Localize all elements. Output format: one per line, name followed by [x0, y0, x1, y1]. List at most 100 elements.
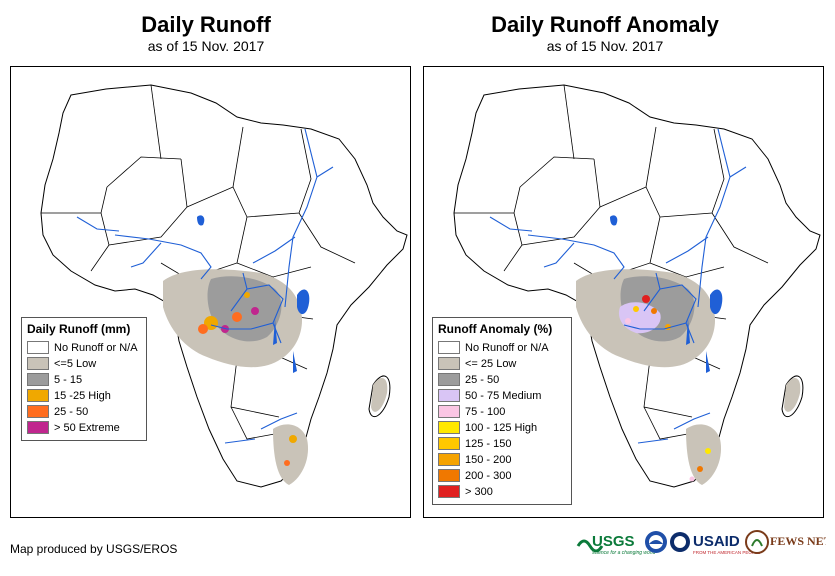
legend-label: 150 - 200	[465, 453, 512, 466]
river	[272, 322, 282, 344]
river	[729, 166, 747, 178]
river	[76, 216, 120, 232]
legend-label: No Runoff or N/A	[54, 341, 138, 354]
lake-malawi	[706, 351, 710, 373]
legend-item: 125 - 150	[438, 436, 566, 451]
lake-chad	[197, 215, 205, 226]
river-network	[76, 128, 334, 444]
river	[697, 128, 731, 308]
runoff-overlay	[163, 269, 388, 485]
legend-label: 5 - 15	[54, 373, 83, 386]
africa-runoff-map	[40, 84, 408, 488]
river	[665, 236, 709, 264]
legend-swatch	[438, 469, 460, 482]
country-border	[106, 156, 182, 188]
legend-label: No Runoff or N/A	[465, 341, 549, 354]
right-legend-title: Runoff Anomaly (%)	[438, 322, 553, 336]
river	[316, 166, 334, 178]
river	[284, 128, 318, 308]
legend-swatch	[438, 485, 460, 498]
legend-swatch	[438, 357, 460, 370]
legend-swatch	[27, 357, 49, 370]
river	[252, 236, 296, 264]
anomaly-overlay	[576, 269, 801, 485]
svg-text:FROM THE AMERICAN PEOPLE: FROM THE AMERICAN PEOPLE	[693, 550, 760, 555]
legend-item: <= 25 Low	[438, 356, 566, 371]
river	[242, 272, 248, 290]
legend-item: > 50 Extreme	[27, 420, 141, 435]
madagascar	[368, 375, 391, 418]
legend-swatch	[438, 421, 460, 434]
left-map-title: Daily Runoff	[141, 12, 271, 37]
country-border	[150, 84, 162, 160]
lake-victoria	[297, 289, 310, 315]
river	[489, 216, 533, 232]
svg-text:USGS: USGS	[592, 533, 635, 550]
river	[527, 234, 625, 280]
right-map-subtitle: as of 15 Nov. 2017	[546, 38, 664, 54]
legend-label: 75 - 100	[465, 405, 506, 418]
country-border	[108, 158, 188, 246]
lake-tanganyika	[273, 319, 277, 345]
river	[623, 284, 697, 330]
country-border	[645, 126, 657, 188]
map-credit: Map produced by USGS/EROS	[10, 542, 178, 556]
river	[655, 272, 661, 290]
legend-swatch	[438, 341, 460, 354]
country-border	[659, 128, 725, 218]
country-border	[563, 84, 575, 160]
legend-swatch	[27, 421, 49, 434]
lake-chad	[610, 215, 618, 226]
legend-label: 15 -25 High	[54, 389, 111, 402]
river	[543, 242, 575, 268]
legend-item: 75 - 100	[438, 404, 566, 419]
country-border	[519, 156, 595, 188]
lake-tanganyika	[686, 319, 690, 345]
country-border	[246, 128, 312, 218]
fewsnet-logo: FEWS NET	[745, 530, 826, 554]
river	[114, 234, 212, 280]
legend-swatch	[27, 405, 49, 418]
legend-swatch	[27, 389, 49, 402]
legend-label: 50 - 75 Medium	[465, 389, 542, 402]
left-map-panel: Daily Runoff (mm) No Runoff or N/A <=5 Lo…	[10, 66, 411, 518]
legend-label: 100 - 125 High	[465, 421, 538, 434]
left-legend: Daily Runoff (mm) No Runoff or N/A <=5 Lo…	[21, 317, 147, 441]
legend-swatch	[27, 341, 49, 354]
legend-item: 100 - 125 High	[438, 420, 566, 435]
legend-label: > 50 Extreme	[54, 421, 120, 434]
legend-swatch	[438, 437, 460, 450]
legend-label: <= 25 Low	[465, 357, 517, 370]
river-network	[489, 128, 747, 444]
legend-label: > 300	[465, 485, 493, 498]
legend-swatch	[438, 453, 460, 466]
legend-item: > 300	[438, 484, 566, 499]
legend-item: 15 -25 High	[27, 388, 141, 403]
legend-item: 25 - 50	[27, 404, 141, 419]
legend-item: 150 - 200	[438, 452, 566, 467]
lake-malawi	[293, 351, 297, 373]
africa-runoff-anomaly-map	[453, 84, 821, 488]
legend-label: 25 - 50	[465, 373, 500, 386]
country-border	[711, 212, 769, 264]
legend-item: No Runoff or N/A	[27, 340, 141, 355]
river	[685, 322, 695, 344]
right-map-panel: Runoff Anomaly (%) No Runoff or N/A <= 25…	[423, 66, 824, 518]
legend-item: <=5 Low	[27, 356, 141, 371]
right-legend: Runoff Anomaly (%) No Runoff or N/A <= 25…	[432, 317, 572, 505]
madagascar	[781, 375, 804, 418]
river	[130, 242, 162, 268]
legend-swatch	[438, 373, 460, 386]
usaid-logo: USAID FROM THE AMERICAN PEOPLE	[670, 532, 760, 555]
legend-label: 200 - 300	[465, 469, 512, 482]
legend-label: 125 - 150	[465, 437, 512, 450]
svg-text:FEWS NET: FEWS NET	[770, 534, 826, 548]
legend-swatch	[438, 405, 460, 418]
legend-item: 25 - 50	[438, 372, 566, 387]
river	[673, 412, 711, 430]
legend-item: 200 - 300	[438, 468, 566, 483]
noaa-logo	[645, 531, 667, 553]
usgs-logo: USGS science for a changing world	[576, 533, 656, 556]
legend-item: No Runoff or N/A	[438, 340, 566, 355]
river	[637, 438, 669, 444]
